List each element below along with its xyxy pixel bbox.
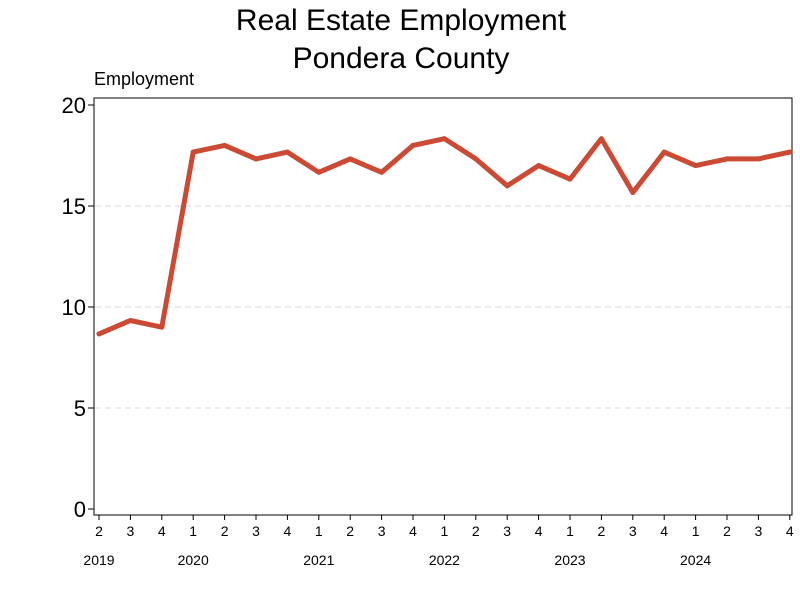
x-axis: 2 3 4 1 2 3 4 1 2 3 4 1 2 3 4 1 2 3 4 1 2 3 4 2019 2020 2021 2022 2… <box>83 515 794 568</box>
x-year-label: 2024 <box>680 552 711 568</box>
data-point <box>504 183 510 189</box>
y-axis-label: Employment <box>94 69 194 89</box>
x-quarter-label: 1 <box>189 523 197 539</box>
data-point <box>284 149 290 155</box>
data-point <box>661 149 667 155</box>
data-point <box>316 169 322 175</box>
x-quarter-label: 4 <box>158 523 166 539</box>
data-point <box>630 189 636 195</box>
data-point <box>159 324 165 330</box>
x-quarter-label: 1 <box>566 523 574 539</box>
grid-lines <box>95 205 791 409</box>
x-quarter-label: 3 <box>755 523 763 539</box>
data-point <box>379 169 385 175</box>
data-point <box>96 331 102 337</box>
data-point <box>693 163 699 169</box>
data-point <box>755 156 761 162</box>
y-tick-label: 5 <box>74 396 86 421</box>
x-quarter-label: 3 <box>127 523 135 539</box>
chart-title-line2: Pondera County <box>293 42 510 75</box>
x-year-label: 2021 <box>303 552 334 568</box>
x-quarter-label: 1 <box>315 523 323 539</box>
series-line <box>96 136 793 337</box>
x-year-label: 2020 <box>178 552 209 568</box>
x-quarter-label: 3 <box>629 523 637 539</box>
data-point <box>127 318 133 324</box>
x-quarter-label: 3 <box>378 523 386 539</box>
x-quarter-label: 4 <box>786 523 794 539</box>
x-quarter-label: 2 <box>346 523 354 539</box>
x-quarter-label: 4 <box>409 523 417 539</box>
x-quarter-label: 4 <box>284 523 292 539</box>
x-quarter-label: 1 <box>692 523 700 539</box>
chart-title-line1: Real Estate Employment <box>236 4 567 37</box>
x-quarter-label: 2 <box>723 523 731 539</box>
data-point <box>347 156 353 162</box>
data-point <box>567 176 573 182</box>
data-point <box>536 163 542 169</box>
x-quarter-label: 1 <box>441 523 449 539</box>
data-point <box>724 156 730 162</box>
data-point <box>598 136 604 142</box>
data-point <box>441 136 447 142</box>
data-point <box>222 142 228 148</box>
x-quarter-label: 2 <box>95 523 103 539</box>
data-point <box>190 149 196 155</box>
x-quarter-label: 2 <box>598 523 606 539</box>
y-tick-label: 10 <box>62 295 86 320</box>
x-year-label: 2022 <box>429 552 460 568</box>
y-axis: 0 5 10 15 20 <box>62 93 94 522</box>
x-quarter-label: 4 <box>660 523 668 539</box>
data-point <box>787 149 793 155</box>
x-quarter-label: 4 <box>535 523 543 539</box>
y-tick-label: 15 <box>62 194 86 219</box>
x-year-label: 2023 <box>554 552 585 568</box>
x-quarter-label: 2 <box>472 523 480 539</box>
x-quarter-label: 3 <box>252 523 260 539</box>
x-quarter-label: 2 <box>221 523 229 539</box>
data-point <box>253 156 259 162</box>
series-layer <box>96 136 793 337</box>
x-year-label: 2019 <box>83 552 114 568</box>
x-quarter-label: 3 <box>503 523 511 539</box>
data-point <box>410 142 416 148</box>
y-tick-label: 20 <box>62 93 86 118</box>
data-point <box>473 156 479 162</box>
y-tick-label: 0 <box>74 497 86 522</box>
